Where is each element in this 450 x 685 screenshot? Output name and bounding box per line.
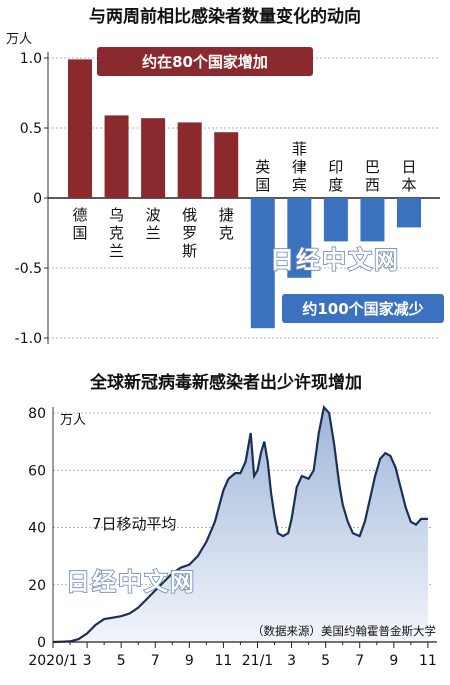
bar-chart-y-tick-label: 0.5	[20, 121, 42, 137]
area-chart-x-tick-label: 9	[185, 653, 194, 669]
increase-callout-box	[97, 47, 313, 76]
area-chart-y-tick-label: 0	[37, 635, 46, 651]
area-chart-x-tick-label: 2020/1	[28, 653, 77, 669]
area-chart-fill	[53, 407, 428, 642]
decrease-callout: 约100个国家减少	[282, 294, 444, 323]
bar-chart-title: 与两周前相比感染者数量变化的动向	[89, 6, 361, 27]
bar-category-label: 乌克兰	[109, 206, 124, 260]
area-chart-y-tick-label: 60	[28, 463, 46, 479]
bar-category-label: 德国	[72, 206, 87, 242]
bar-category-label: 菲律宾	[292, 140, 307, 194]
area-chart-x-tick-label: 11	[214, 653, 232, 669]
bar-category-label: 捷克	[219, 206, 234, 242]
area-chart-y-tick-label: 20	[28, 578, 46, 594]
area-chart-y-unit: 万人	[60, 413, 86, 428]
bar-category-label: 英国	[255, 158, 270, 194]
bar	[104, 115, 129, 198]
bar-chart-y-tick-label: -0.5	[15, 261, 42, 277]
bar	[68, 59, 92, 199]
bar-chart-watermark: 日经中文网	[270, 246, 400, 274]
bar-chart-y-tick-label: 0	[33, 191, 42, 207]
bar-chart-y-tick-label: 1.0	[20, 51, 42, 67]
bar-chart: 与两周前相比感染者数量变化的动向 万人 1.0 0.5 0 -0.5 -1.0 德国乌克…	[6, 6, 444, 347]
area-chart-series-label: 7日移动平均	[92, 515, 177, 533]
bar	[360, 198, 385, 242]
bar	[287, 198, 312, 278]
increase-callout: 约在80个国家增加	[97, 47, 313, 76]
area-chart-x-tick-label: 3	[287, 653, 296, 669]
area-chart-x-tick-label: 7	[151, 653, 160, 669]
area-chart-x-tick-label: 5	[321, 653, 330, 669]
area-chart-x-axis: 2020/1 3 5 7 9 11 21/1 3 5 7 9 11	[28, 641, 437, 669]
bar-chart-bars	[68, 59, 421, 329]
bar	[397, 198, 421, 228]
decrease-callout-box	[282, 294, 444, 323]
bar	[214, 132, 239, 198]
increase-callout-text: 约在80个国家增加	[142, 53, 268, 71]
area-chart-title: 全球新冠病毒新感染者出少许现增加	[89, 372, 362, 393]
area-chart-x-tick-label: 9	[389, 653, 398, 669]
area-chart-y-tick-label: 80	[28, 406, 46, 422]
area-chart-x-tick-label: 21/1	[242, 653, 273, 669]
bar-category-label: 巴西	[365, 158, 380, 194]
bar-chart-y-axis: 1.0 0.5 0 -0.5 -1.0	[15, 51, 49, 347]
area-chart-x-tick-label: 11	[419, 653, 437, 669]
bar-chart-y-tick-label: -1.0	[15, 331, 42, 347]
bar-category-label: 日本	[401, 158, 416, 194]
bar	[177, 122, 202, 198]
bar-chart-y-unit: 万人	[6, 32, 32, 47]
bar	[141, 118, 166, 198]
area-chart-watermark: 日经中文网	[66, 568, 196, 596]
area-chart-x-tick-label: 5	[117, 653, 126, 669]
bar-category-label: 波兰	[146, 206, 161, 242]
bar-category-label: 印度	[328, 158, 343, 194]
area-chart-x-tick-label: 3	[83, 653, 92, 669]
bar-category-label: 俄罗斯	[182, 206, 197, 260]
bar	[323, 198, 348, 242]
area-chart-x-tick-label: 7	[355, 653, 364, 669]
area-chart-y-axis: 80 60 40 20 0	[28, 406, 54, 651]
area-chart-source: （数据来源）美国约翰霍普金斯大学	[252, 624, 436, 638]
decrease-callout-text: 约100个国家减少	[302, 300, 423, 318]
bar	[250, 198, 275, 329]
area-chart-series-line	[52, 404, 428, 644]
area-chart-y-tick-label: 40	[28, 521, 46, 537]
